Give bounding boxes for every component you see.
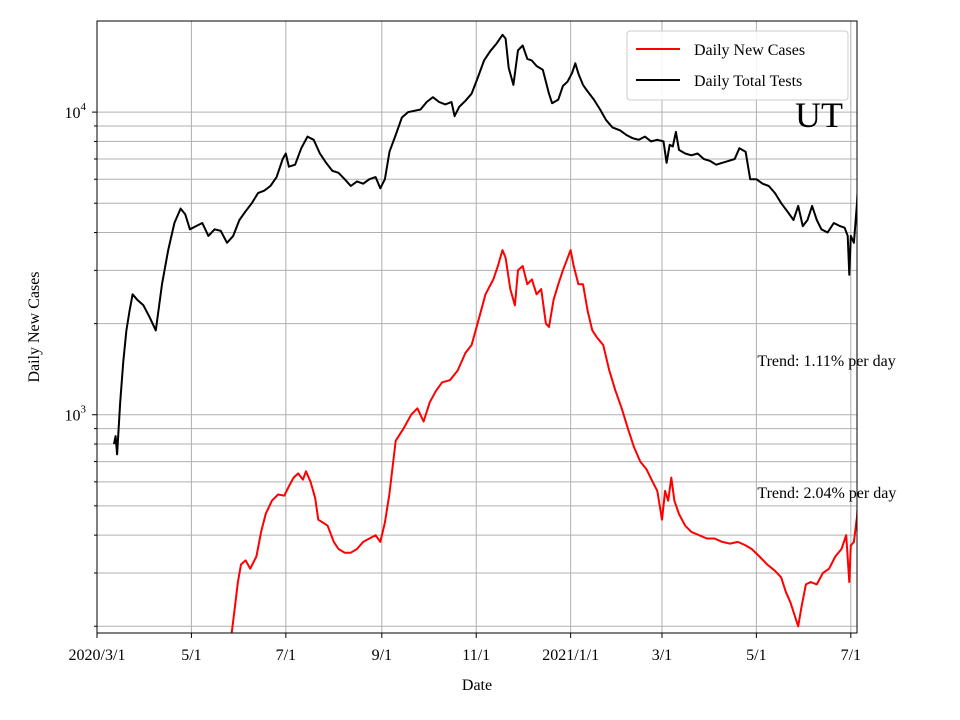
series-line-total-tests: [113, 33, 857, 456]
x-tick-label: 7/1: [276, 647, 296, 664]
x-tick-label: 5/1: [181, 647, 201, 664]
y-tick-label: 104: [65, 101, 87, 122]
series-line-new-cases: [230, 249, 857, 633]
x-tick-label: 2020/3/1: [69, 647, 126, 664]
x-tick-label: 7/1: [841, 647, 861, 664]
grid-lines: [96, 21, 857, 633]
legend-label-new-cases: Daily New Cases: [694, 42, 805, 59]
x-axis: 2020/3/1 5/1 7/1 9/1 11/1 2021/1/1 3/1 5/1 7/1: [69, 633, 861, 664]
x-tick-label: 9/1: [372, 647, 392, 664]
y-axis-label: Daily New Cases: [26, 271, 43, 382]
state-label: UT: [795, 95, 843, 135]
y-axis: 103 104: [65, 101, 97, 627]
legend: Daily New Cases Daily Total Tests: [626, 30, 849, 101]
legend-box: [626, 30, 849, 101]
x-axis-label: Date: [462, 677, 492, 694]
trend-annotation-new-cases: Trend: 2.04% per day: [757, 485, 896, 502]
x-tick-label: 11/1: [462, 647, 490, 664]
x-tick-label: 5/1: [746, 647, 766, 664]
legend-label-total-tests: Daily Total Tests: [694, 73, 802, 90]
x-tick-label: 3/1: [652, 647, 672, 664]
series-lines: [113, 33, 857, 633]
x-tick-label: 2021/1/1: [542, 647, 599, 664]
y-tick-label: 103: [65, 404, 87, 425]
trend-annotation-total-tests: Trend: 1.11% per day: [757, 353, 895, 370]
plot-frame: [96, 20, 858, 634]
